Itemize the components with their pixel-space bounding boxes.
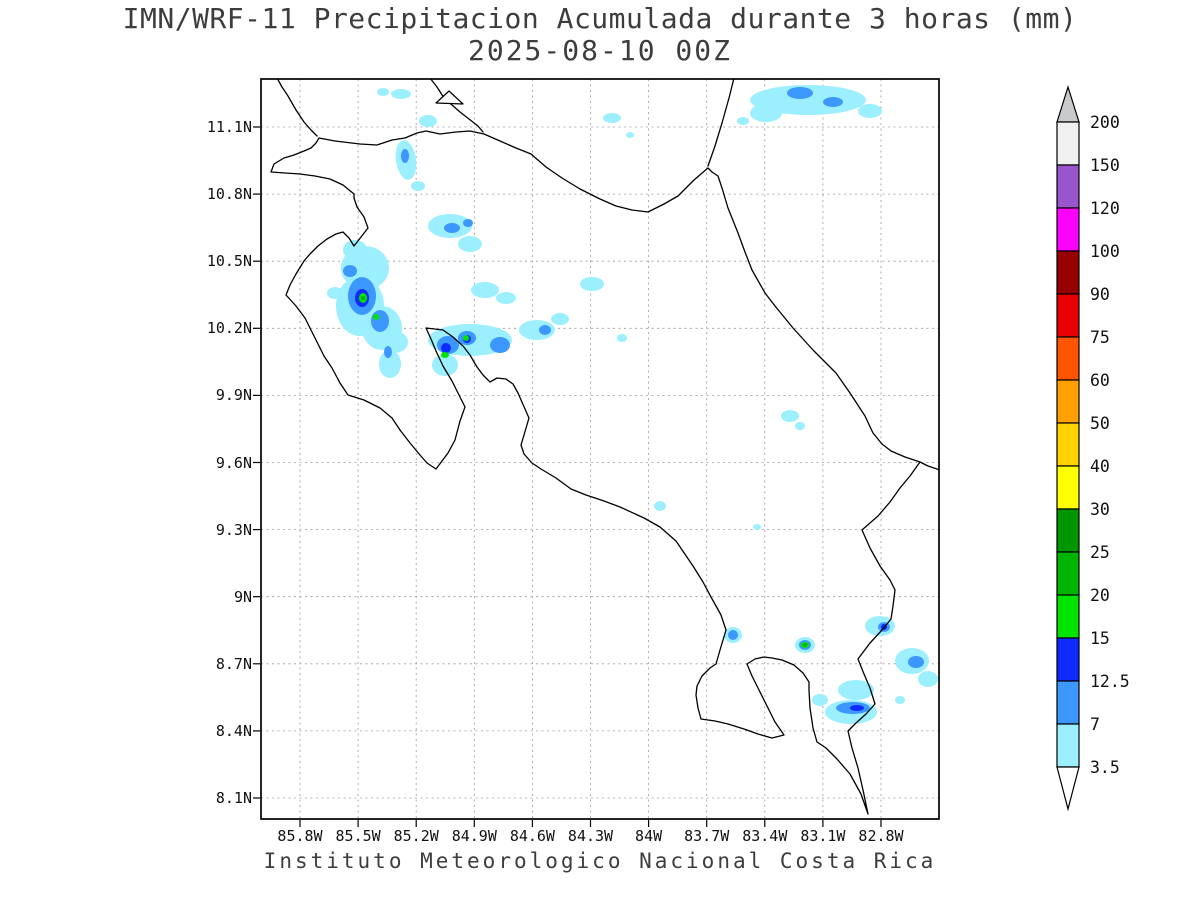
x-axis-label: 84.3W xyxy=(567,827,614,845)
colorbar-label: 12.5 xyxy=(1090,672,1130,691)
colorbar-label: 7 xyxy=(1090,715,1100,734)
gridlines xyxy=(261,79,939,819)
y-axis-label: 11.1N xyxy=(206,118,252,136)
colorbar-segment xyxy=(1056,422,1080,467)
colorbar-segment xyxy=(1056,551,1080,596)
colorbar: 200 150 120 100 90 75 60 50 40 30 25 20 15 12.5 7 3.5 xyxy=(1056,84,1130,812)
colorbar-label: 40 xyxy=(1090,457,1110,476)
axis-ticks xyxy=(253,126,882,827)
colorbar-label: 75 xyxy=(1090,328,1110,347)
costa-rica-coastline xyxy=(270,130,921,815)
colorbar-label: 100 xyxy=(1090,242,1120,261)
lake-island xyxy=(435,90,464,105)
colorbar-segment xyxy=(1056,293,1080,338)
y-axis-label: 9N xyxy=(233,587,252,606)
y-axis-label: 9.3N xyxy=(215,520,252,539)
colorbar-segment xyxy=(1056,465,1080,510)
y-axis-label: 10.2N xyxy=(206,319,252,338)
colorbar-label: 50 xyxy=(1090,414,1110,433)
colorbar-label: 25 xyxy=(1090,543,1110,562)
x-axis-label: 84W xyxy=(635,827,663,845)
map-plot xyxy=(253,78,940,827)
nicaragua-pacific-coast xyxy=(276,79,318,137)
colorbar-segment xyxy=(1056,680,1080,725)
colorbar-label: 150 xyxy=(1090,156,1120,175)
map-run-time: 2025-08-10 00Z xyxy=(467,34,732,67)
y-axis-label: 8.1N xyxy=(215,789,252,807)
x-axis-label: 85.5W xyxy=(335,827,381,845)
x-axis-label: 85.2W xyxy=(393,827,439,845)
x-axis-label: 83.1W xyxy=(800,827,846,845)
lake-nicaragua-shore xyxy=(429,79,484,133)
panama-caribbean-coast xyxy=(919,461,939,471)
colorbar-segment xyxy=(1056,508,1080,553)
x-axis-label: 83.7W xyxy=(684,827,730,845)
nicaragua-caribbean-coast xyxy=(707,79,735,167)
colorbar-label: 3.5 xyxy=(1090,758,1120,777)
map-frame xyxy=(260,78,940,820)
colorbar-segment xyxy=(1056,121,1080,166)
colorbar-label: 60 xyxy=(1090,371,1110,390)
y-axis-label: 9.6N xyxy=(215,453,252,472)
colorbar-segment xyxy=(1056,637,1080,682)
colorbar-segment xyxy=(1056,594,1080,639)
colorbar-label: 20 xyxy=(1090,586,1110,605)
colorbar-segment xyxy=(1056,379,1080,424)
colorbar-segment xyxy=(1056,250,1080,295)
y-axis-label: 9.9N xyxy=(215,386,252,405)
colorbar-label: 200 xyxy=(1090,113,1120,132)
x-axis-label: 85.8W xyxy=(277,827,323,845)
colorbar-arrow-down xyxy=(1056,766,1080,812)
footer-credit: Instituto Meteorologico Nacional Costa R… xyxy=(263,849,937,873)
x-axis-label: 84.9W xyxy=(451,827,497,845)
colorbar-label: 15 xyxy=(1090,629,1110,648)
y-axis-label: 8.4N xyxy=(215,721,252,740)
coastline-layer xyxy=(270,79,939,815)
x-axis-label: 82.8W xyxy=(858,827,904,845)
colorbar-segment xyxy=(1056,207,1080,252)
colorbar-label: 90 xyxy=(1090,285,1110,304)
precipitation-shading xyxy=(327,85,938,724)
colorbar-label: 30 xyxy=(1090,500,1110,519)
map-title: IMN/WRF-11 Precipitacion Acumulada duran… xyxy=(122,2,1078,35)
colorbar-segment xyxy=(1056,723,1080,768)
x-axis-label: 83.4W xyxy=(742,827,788,845)
y-axis-label: 10.5N xyxy=(206,252,252,271)
colorbar-label: 120 xyxy=(1090,199,1120,218)
y-axis-label: 8.7N xyxy=(215,654,252,673)
x-axis-label: 84.6W xyxy=(509,827,555,845)
y-axis-label: 10.8N xyxy=(206,185,252,204)
colorbar-segment xyxy=(1056,164,1080,209)
colorbar-segment xyxy=(1056,336,1080,381)
colorbar-arrow-up xyxy=(1056,84,1080,123)
